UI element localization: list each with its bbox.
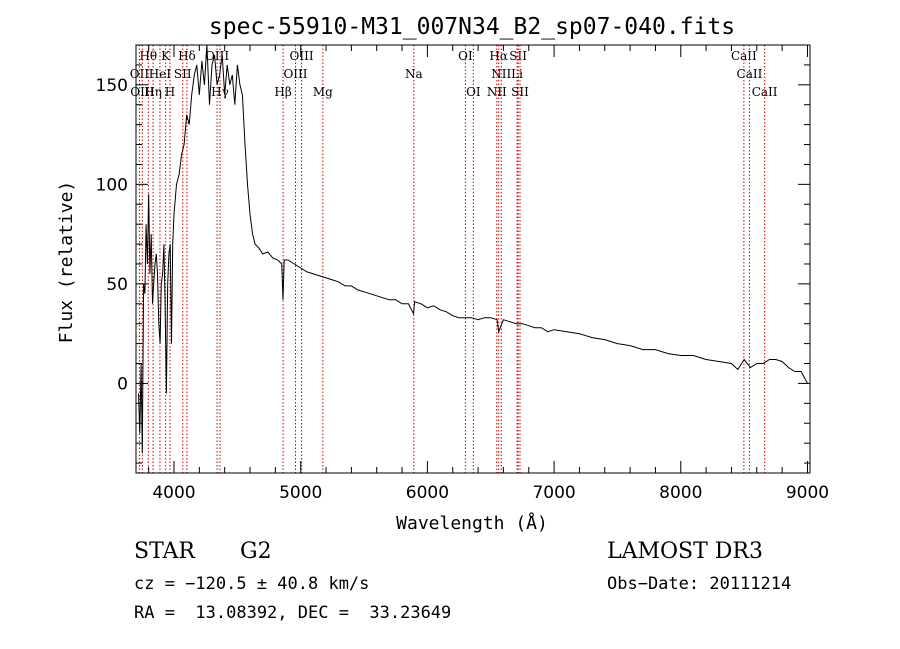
marker-label-15: Li bbox=[511, 67, 523, 81]
marker-label-26: CaII bbox=[752, 85, 778, 99]
chart-title: spec-55910-M31_007N34_B2_sp07-040.fits bbox=[209, 14, 735, 40]
marker-label-13: Na bbox=[405, 67, 423, 81]
axis-ticks: 4000 5000 6000 7000 8000 9000 0 50 100 150 bbox=[96, 44, 829, 503]
marker-label-8: CaII bbox=[731, 49, 757, 63]
x-axis-label: Wavelength (Å) bbox=[396, 512, 548, 534]
marker-label-22: Mg bbox=[313, 85, 333, 99]
marker-label-6: Hα bbox=[489, 49, 508, 63]
x-tick-label-1: 5000 bbox=[279, 483, 322, 503]
marker-label-23: OI bbox=[466, 85, 481, 99]
coordinates: RA = 13.08392, DEC = 33.23649 bbox=[134, 603, 452, 623]
y-axis-label: Flux (relative) bbox=[56, 181, 77, 344]
marker-label-18: Hη bbox=[144, 85, 162, 99]
spectrum-line bbox=[138, 44, 808, 454]
subclass: G2 bbox=[240, 539, 272, 564]
marker-label-1: K bbox=[161, 49, 171, 63]
marker-label-16: CaII bbox=[737, 67, 763, 81]
y-tick-label-0: 0 bbox=[117, 374, 128, 394]
plot-frame bbox=[135, 44, 811, 474]
marker-label-4: OIII bbox=[290, 49, 314, 63]
marker-label-2: Hδ bbox=[178, 49, 196, 63]
marker-label-20: Hγ bbox=[211, 85, 229, 99]
marker-label-7: SII bbox=[509, 49, 527, 63]
y-tick-label-2: 100 bbox=[96, 175, 128, 195]
marker-label-24: NII bbox=[487, 85, 507, 99]
x-tick-label-5: 9000 bbox=[786, 483, 829, 503]
marker-label-12: OIII bbox=[283, 67, 307, 81]
marker-label-5: OI bbox=[458, 49, 473, 63]
survey-name: LAMOST DR3 bbox=[607, 539, 763, 564]
marker-label-14: NII bbox=[491, 67, 511, 81]
marker-label-9: OII bbox=[130, 67, 150, 81]
marker-label-25: SII bbox=[511, 85, 529, 99]
marker-label-11: SII bbox=[174, 67, 192, 81]
observation-date: Obs−Date: 20111214 bbox=[607, 574, 792, 594]
marker-label-19: H bbox=[165, 85, 175, 99]
x-tick-label-4: 8000 bbox=[659, 483, 702, 503]
x-tick-label-3: 7000 bbox=[532, 483, 575, 503]
marker-label-21: Hβ bbox=[274, 85, 291, 99]
x-tick-label-0: 4000 bbox=[152, 483, 195, 503]
y-tick-label-1: 50 bbox=[106, 275, 128, 295]
redshift-velocity: cz = −120.5 ± 40.8 km/s bbox=[134, 574, 370, 594]
x-tick-label-2: 6000 bbox=[406, 483, 449, 503]
object-class: STAR bbox=[134, 539, 195, 564]
marker-label-10: HeI bbox=[149, 67, 172, 81]
y-tick-label-3: 150 bbox=[96, 76, 128, 96]
marker-label-3: OIII bbox=[205, 49, 229, 63]
